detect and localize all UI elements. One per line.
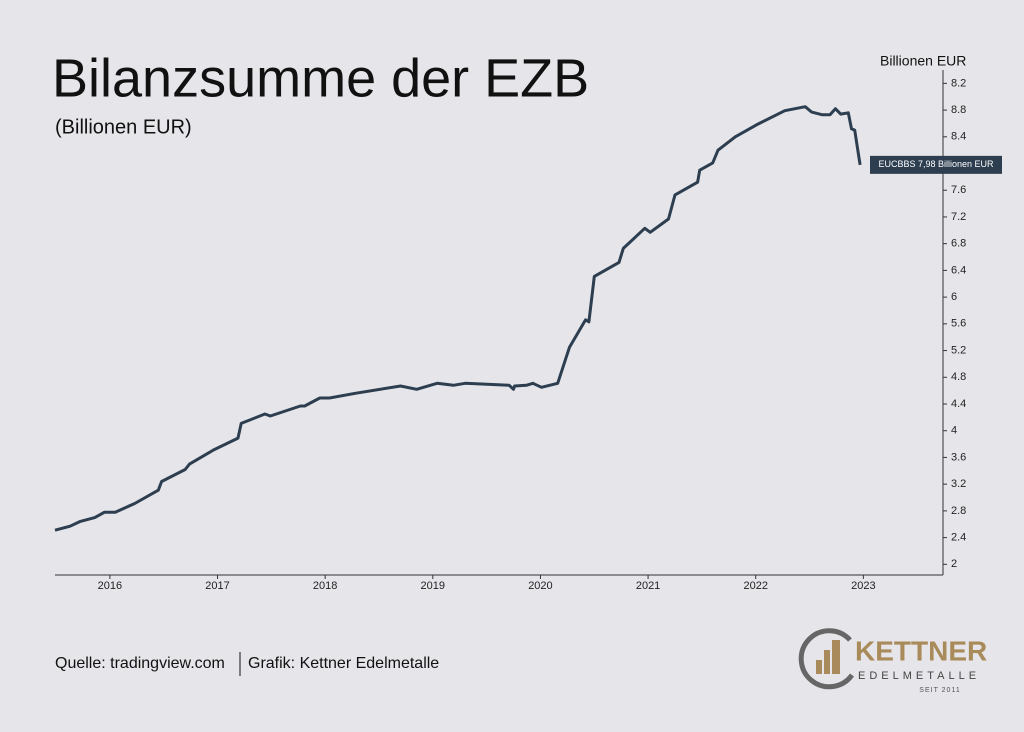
y-tick-label: 7.2 (951, 211, 966, 223)
logo-sub: EDELMETALLE (858, 670, 980, 682)
x-tick-label: 2019 (421, 580, 445, 592)
logo-bar (824, 650, 830, 674)
x-tick-label: 2018 (313, 580, 337, 592)
data-line (54, 105, 862, 532)
y-tick-label: 6.8 (951, 238, 966, 250)
logo-bar (832, 640, 840, 674)
x-tick-label: 2022 (743, 580, 767, 592)
y-tick-label: 5.6 (951, 318, 966, 330)
y-tick-label: 6 (951, 291, 957, 303)
y-tick-label: 2 (951, 558, 957, 570)
logo-bar (816, 660, 822, 674)
x-tick-label: 2021 (636, 580, 660, 592)
y-tick-label: 2.8 (951, 505, 966, 517)
y-tick-label: 2.4 (951, 531, 966, 543)
logo: KETTNER EDELMETALLE SEIT 2011 (798, 628, 987, 694)
logo-name: KETTNER (855, 635, 987, 666)
y-tick-label: 8.4 (951, 131, 966, 143)
logo-ring (798, 628, 855, 690)
y-tick-label: 3.2 (951, 478, 966, 490)
y-tick-label: 4 (951, 425, 957, 437)
credit: Grafik: Kettner Edelmetalle (248, 655, 439, 672)
y-tick-label: 8.2 (951, 77, 966, 89)
y-axis-label: Billionen EUR (880, 53, 966, 69)
y-tick-label: 6.4 (951, 264, 966, 276)
last-value-box (870, 155, 1002, 174)
x-tick-label: 2023 (851, 580, 875, 592)
chart-title: Bilanzsumme der EZB (52, 48, 589, 108)
y-tick-label: 4.4 (951, 398, 966, 410)
source: Quelle: tradingview.com (55, 655, 225, 672)
y-tick-label: 5.2 (951, 344, 966, 356)
y-tick-label: 7.6 (951, 184, 966, 196)
x-tick-label: 2016 (98, 580, 122, 592)
chart-subtitle: (Billionen EUR) (55, 116, 192, 138)
x-tick-label: 2017 (205, 580, 229, 592)
last-value-label: EUCBBS 7,98 Billionen EUR (878, 159, 994, 169)
x-tick-label: 2020 (528, 580, 552, 592)
y-tick-label: 3.6 (951, 451, 966, 463)
y-tick-label: 4.8 (951, 371, 966, 383)
y-tick-label: 8.8 (951, 104, 966, 116)
logo-since: SEIT 2011 (919, 687, 960, 694)
